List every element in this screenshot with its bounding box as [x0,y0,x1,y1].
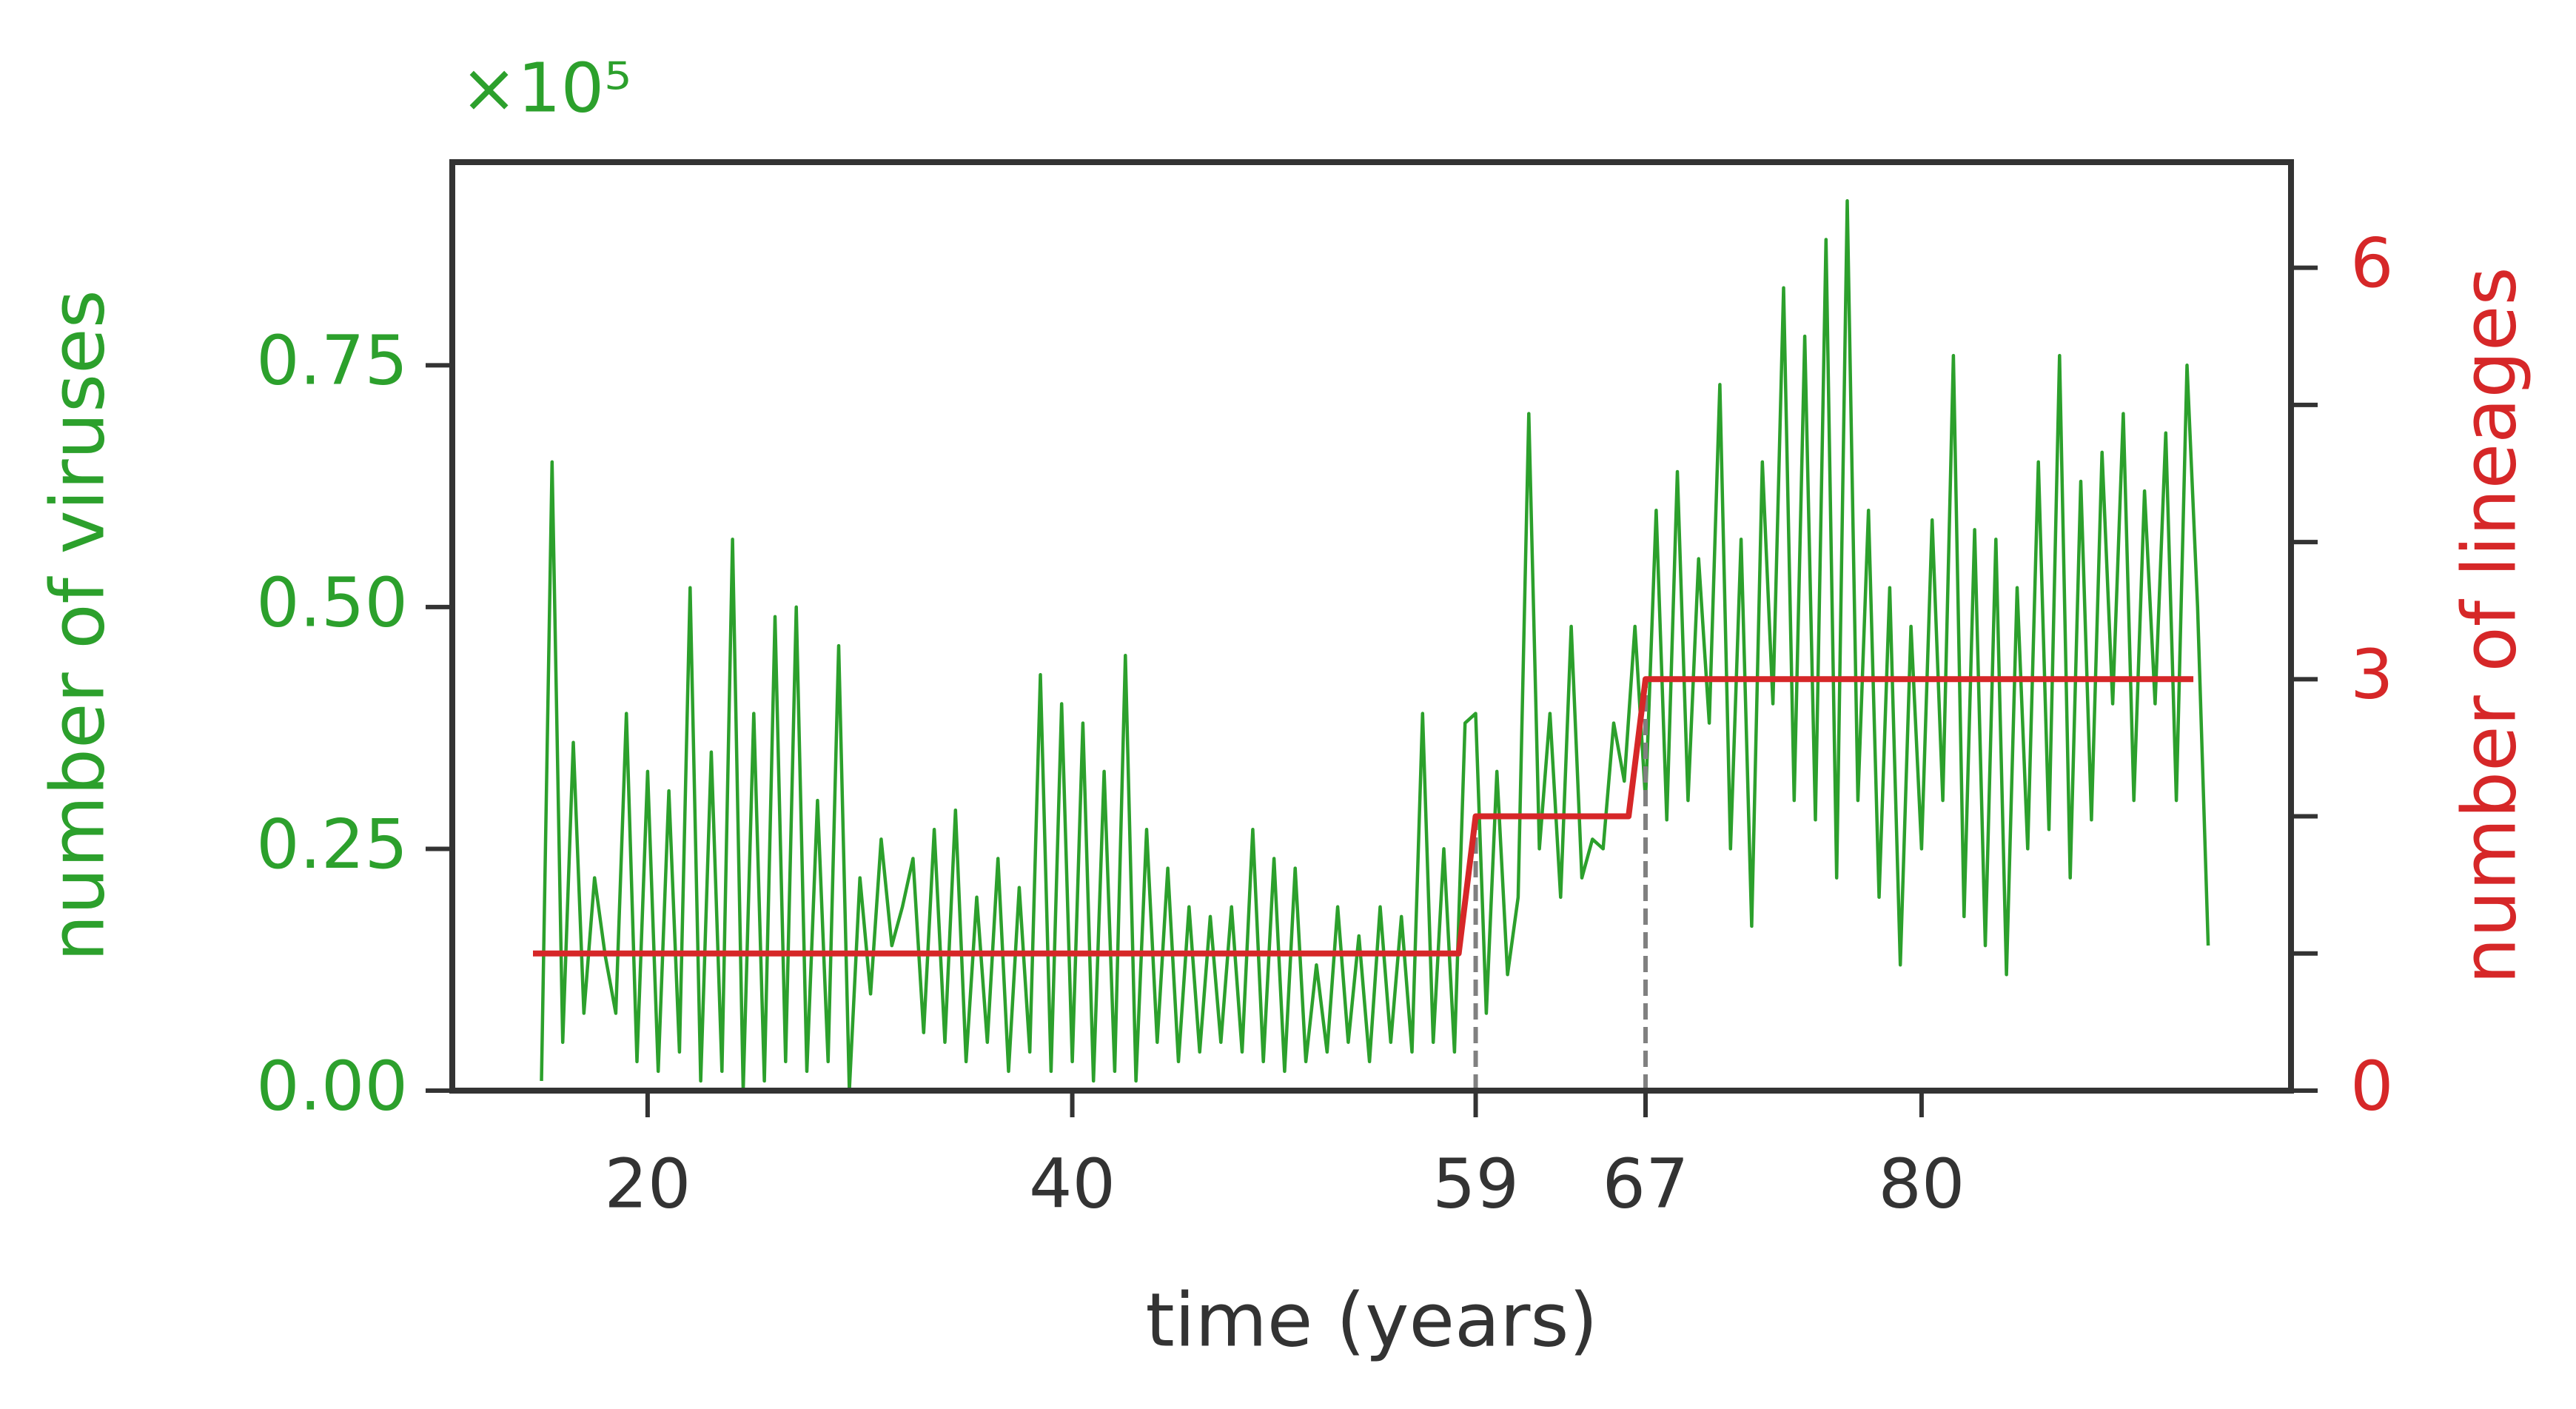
plot-frame [449,159,2294,1094]
y2-tick-label: 0 [2350,1046,2394,1125]
y2-tick-label: 6 [2350,224,2394,303]
lineage-line [533,676,2194,957]
y-tick-label: 0.00 [256,1046,408,1125]
y-tick-label: 0.50 [256,563,408,642]
x-tick-label: 40 [1029,1144,1116,1223]
y-offset-label: ×10⁵ [460,48,631,127]
y-tick-label: 0.25 [256,805,408,884]
x-tick-label: 20 [604,1144,691,1223]
y-tick-label: 0.75 [256,321,408,401]
x-tick-label: 80 [1878,1144,1965,1223]
y-axis-label: number of viruses [34,290,121,961]
x-axis-label: time (years) [1146,1276,1598,1363]
y2-tick-label: 3 [2350,635,2394,714]
y2-axis-label: number of lineages [2446,267,2532,984]
x-tick-label: 59 [1432,1144,1519,1223]
x-tick-label: 67 [1602,1144,1688,1223]
virus-line [540,199,2210,1093]
